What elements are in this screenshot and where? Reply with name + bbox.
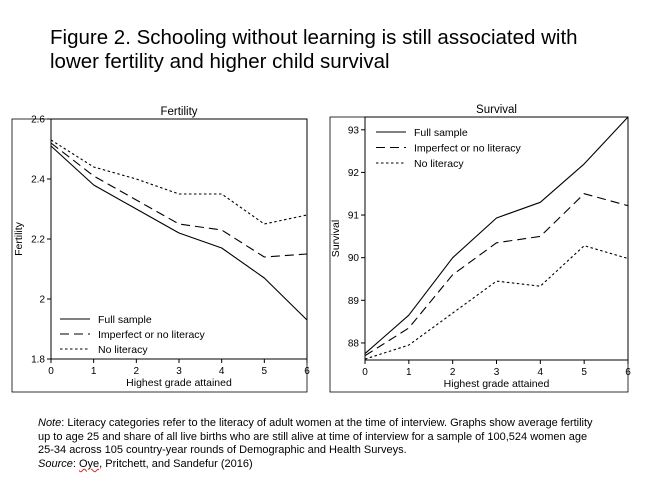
chart-0-y-tick-label: 2.6 (31, 115, 45, 126)
chart-0-y-tick-label: 2.2 (31, 235, 45, 246)
source-author: Oye (78, 457, 100, 470)
chart-0-legend-label: Imperfect or no literacy (98, 329, 206, 341)
note-line2: up to age 25 and share of all live birth… (38, 430, 588, 443)
chart-0-x-axis-label: Highest grade attained (126, 377, 232, 389)
chart-1-series-dotted-line (364, 245, 629, 360)
chart-0-y-tick-label: 1.8 (31, 355, 45, 366)
chart-1-x-tick-label: 0 (362, 367, 368, 378)
source-rest: , Pritchett, and Sandefur (2016) (99, 457, 253, 470)
chart-0-x-tick-label: 3 (176, 366, 182, 377)
chart-1-x-tick-label: 6 (625, 367, 631, 378)
chart-1-y-tick-label: 89 (348, 296, 360, 307)
chart-1-x-tick-label: 3 (494, 367, 500, 378)
chart-0-y-axis-label: Fertility (13, 221, 25, 256)
chart-0-x-tick-label: 1 (91, 366, 97, 377)
figure-title: Figure 2. Schooling without learning is … (50, 26, 610, 74)
chart-0-series-dashed-line (50, 142, 308, 258)
chart-0-x-tick-label: 0 (48, 366, 54, 377)
chart-0-legend-label: No literacy (98, 344, 148, 356)
chart-1-y-tick-label: 93 (348, 125, 360, 136)
chart-1-legend-label: No literacy (414, 158, 464, 170)
chart-1-x-tick-label: 2 (450, 367, 456, 378)
chart-0-series-solid-line (50, 145, 308, 321)
chart-0-y-tick-label: 2.4 (31, 175, 45, 186)
chart-1-y-tick-label: 88 (348, 338, 360, 349)
chart-1-series-solid-line (364, 116, 629, 355)
chart-1-y-axis-label: Survival (330, 220, 342, 257)
figure-title-line1: Figure 2. Schooling without learning is … (50, 26, 578, 49)
chart-0-y-tick-label: 2 (39, 295, 45, 306)
chart-0-title: Fertility (160, 106, 197, 118)
chart-1-legend-label: Imperfect or no literacy (414, 143, 522, 155)
note-line3: 25-34 across 105 country-year rounds of … (38, 444, 407, 457)
chart-1-series-dashed-line (364, 193, 629, 357)
note-label: Note (38, 417, 62, 429)
chart-1-outer-frame (329, 116, 629, 393)
chart-0-x-tick-label: 6 (304, 366, 310, 377)
chart-1-x-tick-label: 1 (406, 367, 412, 378)
chart-1-x-axis-label: Highest grade attained (444, 378, 550, 390)
chart-1-y-tick-label: 90 (348, 253, 360, 264)
chart-0-x-tick-label: 5 (262, 366, 268, 377)
chart-1-legend-label: Full sample (414, 127, 468, 139)
chart-0-legend-label: Full sample (98, 314, 152, 326)
chart-1-title: Survival (476, 104, 517, 116)
chart-1-y-tick-label: 91 (348, 211, 360, 222)
chart-1-x-tick-label: 4 (538, 367, 544, 378)
figure-title-line2: lower fertility and higher child surviva… (50, 50, 390, 73)
source-label: Source (38, 457, 73, 470)
figure-note: Note: Literacy categories refer to the l… (38, 417, 628, 471)
chart-1-y-tick-label: 92 (348, 168, 360, 179)
chart-0-x-tick-label: 2 (134, 366, 140, 377)
chart-0-series-dotted-line (50, 139, 308, 225)
chart-1-x-tick-label: 5 (581, 367, 587, 378)
note-line1: : Literacy categories refer to the liter… (61, 417, 593, 429)
chart-0-x-tick-label: 4 (219, 366, 225, 377)
